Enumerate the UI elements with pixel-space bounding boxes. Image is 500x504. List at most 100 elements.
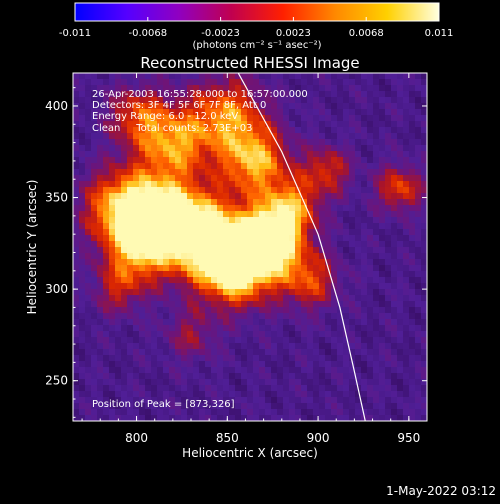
heatmap-cell <box>139 349 146 356</box>
heatmap-cell <box>391 229 398 236</box>
heatmap-cell <box>301 223 308 230</box>
heatmap-cell <box>313 169 320 176</box>
heatmap-cell <box>403 157 410 164</box>
y-tick-label: 250 <box>45 374 68 388</box>
heatmap-cell <box>97 385 104 392</box>
heatmap-cell <box>127 151 134 158</box>
heatmap-cell <box>319 391 326 398</box>
heatmap-cell <box>73 409 80 416</box>
heatmap-cell <box>271 145 278 152</box>
heatmap-cell <box>97 403 104 410</box>
heatmap-cell <box>175 265 182 272</box>
heatmap-cell <box>211 277 218 284</box>
heatmap-cell <box>229 343 236 350</box>
heatmap-cell <box>259 325 266 332</box>
heatmap-cell <box>223 283 230 290</box>
heatmap-cell <box>349 229 356 236</box>
heatmap-cell <box>367 415 374 421</box>
heatmap-cell <box>247 397 254 404</box>
heatmap-cell <box>103 391 110 398</box>
heatmap-cell <box>277 301 284 308</box>
heatmap-cell <box>229 121 236 128</box>
heatmap-cell <box>385 145 392 152</box>
heatmap-cell <box>259 97 266 104</box>
heatmap-cell <box>343 325 350 332</box>
heatmap-cell <box>421 145 427 152</box>
heatmap-cell <box>391 373 398 380</box>
heatmap-cell <box>301 145 308 152</box>
heatmap-cell <box>355 121 362 128</box>
heatmap-cell <box>211 73 218 80</box>
heatmap-cell <box>73 181 80 188</box>
heatmap-cell <box>319 307 326 314</box>
heatmap-cell <box>379 373 386 380</box>
heatmap-cell <box>295 325 302 332</box>
heatmap-cell <box>235 115 242 122</box>
heatmap-cell <box>247 331 254 338</box>
heatmap-cell <box>373 235 380 242</box>
heatmap-cell <box>373 169 380 176</box>
heatmap-cell <box>73 307 80 314</box>
heatmap-cell <box>73 217 80 224</box>
heatmap-cell <box>385 163 392 170</box>
heatmap-cell <box>337 355 344 362</box>
heatmap-cell <box>109 415 116 421</box>
heatmap-cell <box>271 247 278 254</box>
heatmap-cell <box>73 79 80 86</box>
heatmap-cell <box>403 259 410 266</box>
heatmap-cell <box>97 319 104 326</box>
heatmap-cell <box>223 139 230 146</box>
heatmap-cell <box>109 343 116 350</box>
heatmap-cell <box>127 397 134 404</box>
heatmap-cell <box>229 139 236 146</box>
heatmap-cell <box>259 361 266 368</box>
heatmap-cell <box>361 145 368 152</box>
heatmap-cell <box>403 403 410 410</box>
heatmap-cell <box>259 127 266 134</box>
heatmap-cell <box>355 133 362 140</box>
heatmap-cell <box>175 361 182 368</box>
heatmap-cell <box>103 283 110 290</box>
heatmap-cell <box>373 283 380 290</box>
heatmap-cell <box>265 379 272 386</box>
heatmap-cell <box>163 367 170 374</box>
heatmap-cell <box>349 91 356 98</box>
heatmap-cell <box>169 217 176 224</box>
heatmap-cell <box>223 145 230 152</box>
heatmap-cell <box>307 229 314 236</box>
heatmap-cell <box>295 211 302 218</box>
heatmap-cell <box>349 259 356 266</box>
heatmap-cell <box>409 331 416 338</box>
heatmap-cell <box>181 127 188 134</box>
heatmap-cell <box>211 265 218 272</box>
heatmap-cell <box>229 247 236 254</box>
heatmap-cell <box>319 175 326 182</box>
heatmap-cell <box>151 343 158 350</box>
heatmap-cell <box>337 391 344 398</box>
heatmap-cell <box>385 193 392 200</box>
heatmap-cell <box>229 379 236 386</box>
heatmap-cell <box>181 187 188 194</box>
heatmap-cell <box>223 337 230 344</box>
heatmap-cell <box>223 415 230 421</box>
heatmap-cell <box>355 415 362 421</box>
heatmap-cell <box>337 151 344 158</box>
heatmap-cell <box>259 223 266 230</box>
heatmap-cell <box>247 295 254 302</box>
heatmap-cell <box>181 403 188 410</box>
heatmap-cell <box>319 295 326 302</box>
heatmap-cell <box>379 265 386 272</box>
heatmap-cell <box>211 295 218 302</box>
heatmap-cell <box>145 205 152 212</box>
heatmap-cell <box>211 403 218 410</box>
heatmap-cell <box>271 115 278 122</box>
heatmap-cell <box>145 85 152 92</box>
heatmap-cell <box>409 175 416 182</box>
heatmap-cell <box>175 139 182 146</box>
heatmap-cell <box>331 97 338 104</box>
heatmap-cell <box>331 367 338 374</box>
heatmap-cell <box>151 379 158 386</box>
heatmap-cell <box>91 235 98 242</box>
heatmap-cell <box>211 301 218 308</box>
heatmap-cell <box>217 175 224 182</box>
